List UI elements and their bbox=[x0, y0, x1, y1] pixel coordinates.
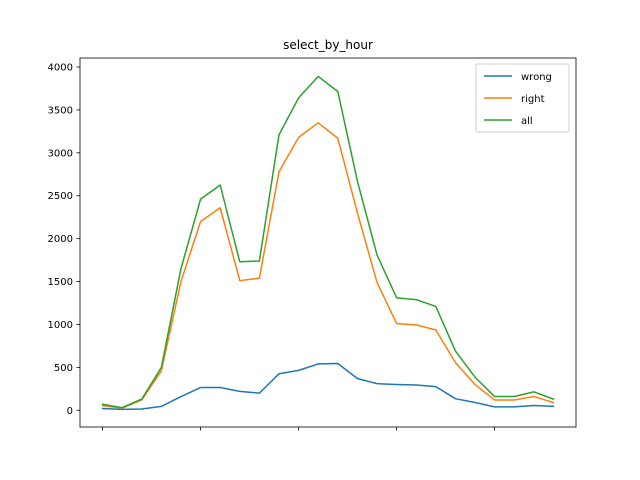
legend-label-all: all bbox=[521, 116, 533, 127]
series-line-right bbox=[101, 122, 555, 409]
legend-box bbox=[475, 63, 570, 133]
y-tick-label: 3000 bbox=[48, 148, 73, 159]
axes-frame bbox=[79, 57, 577, 428]
y-tick-label: 4000 bbox=[48, 63, 73, 74]
y-tick-label: 500 bbox=[54, 363, 73, 374]
y-tick-label: 1500 bbox=[48, 277, 73, 288]
legend: wrong right all bbox=[475, 63, 570, 133]
y-tick-label: 3500 bbox=[48, 105, 73, 116]
series-line-wrong bbox=[101, 362, 555, 411]
legend-label-wrong: wrong bbox=[521, 72, 552, 83]
y-tick-label: 2500 bbox=[48, 191, 73, 202]
series-line-all bbox=[101, 75, 555, 409]
y-tick-label: 2000 bbox=[48, 234, 73, 245]
y-tick-label: 1000 bbox=[48, 320, 73, 331]
y-tick-label: 0 bbox=[67, 406, 73, 417]
axes: 0 500 1000 1500 2000 2500 3000 3500 4000 bbox=[48, 57, 577, 431]
plot-area bbox=[101, 75, 555, 411]
chart-title: select_by_hour bbox=[283, 38, 373, 52]
legend-label-right: right bbox=[521, 94, 545, 105]
